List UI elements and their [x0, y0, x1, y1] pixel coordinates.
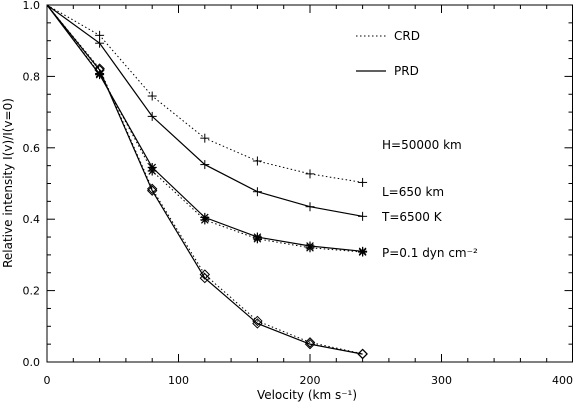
diamond-marker — [304, 338, 316, 350]
diamond-marker — [199, 272, 211, 284]
diamond-marker — [304, 337, 316, 348]
parameter-annotations: H=50000 km L=650 km T=6500 K P=0.1 dyn c… — [381, 138, 478, 260]
y-tick-label: 0.4 — [23, 213, 41, 226]
diamond-marker — [252, 315, 263, 327]
y-axis-label: Relative intensity I(v)/I(v=0) — [1, 98, 15, 268]
diamond-marker — [146, 185, 158, 196]
series-line-4 — [46, 4, 363, 355]
y-tick-label: 0.0 — [23, 356, 41, 369]
y-tick-label: 1.0 — [23, 0, 41, 12]
legend-label-crd: CRD — [394, 29, 420, 43]
diamond-marker — [252, 318, 263, 329]
diamond-marker — [146, 183, 158, 195]
asterisk-marker-d2 — [358, 247, 367, 256]
series-line-5 — [46, 4, 363, 355]
legend: CRD PRD — [356, 29, 420, 78]
asterisk-marker-d2 — [306, 242, 314, 250]
y-tick-label: 0.2 — [23, 285, 41, 298]
annotation-temperature: T=6500 K — [381, 210, 443, 224]
x-tick-label: 200 — [300, 374, 321, 387]
x-axis-label: Velocity (km s⁻¹) — [257, 388, 357, 402]
asterisk-marker-d2 — [253, 233, 262, 241]
asterisk-marker-d2 — [148, 163, 157, 172]
x-tick-label: 300 — [431, 374, 452, 387]
annotation-height: H=50000 km — [382, 138, 462, 152]
x-tick-label: 100 — [168, 374, 189, 387]
diamond-marker — [94, 64, 105, 76]
legend-label-prd: PRD — [394, 64, 419, 78]
x-tick-label: 0 — [44, 374, 51, 387]
series-layer — [46, 4, 368, 360]
annotation-pressure: P=0.1 dyn cm⁻² — [382, 246, 478, 260]
annotation-length: L=650 km — [382, 185, 444, 199]
y-tick-label: 0.6 — [23, 142, 41, 155]
x-tick-label: 400 — [552, 374, 573, 387]
y-tick-label: 0.8 — [23, 70, 41, 83]
asterisk-marker-d2 — [200, 213, 209, 222]
